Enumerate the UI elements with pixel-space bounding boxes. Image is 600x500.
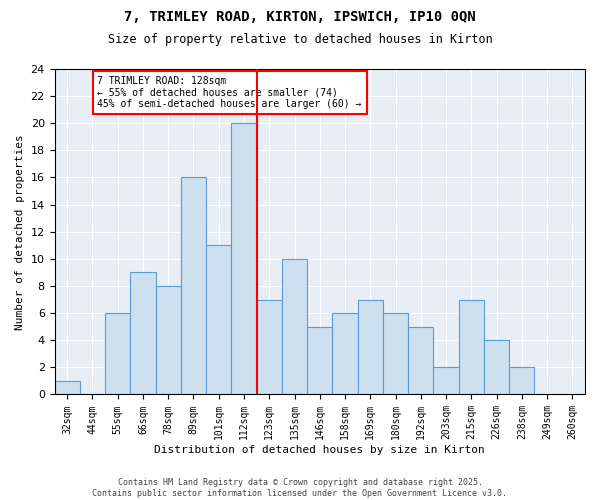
Bar — [155, 286, 181, 395]
Bar — [130, 272, 155, 394]
Bar — [433, 368, 458, 394]
Bar — [232, 123, 257, 394]
Text: Contains HM Land Registry data © Crown copyright and database right 2025.
Contai: Contains HM Land Registry data © Crown c… — [92, 478, 508, 498]
X-axis label: Distribution of detached houses by size in Kirton: Distribution of detached houses by size … — [154, 445, 485, 455]
Bar — [55, 381, 80, 394]
Bar — [332, 313, 358, 394]
Bar — [307, 326, 332, 394]
Bar — [206, 246, 232, 394]
Bar — [105, 313, 130, 394]
Bar — [408, 326, 433, 394]
Bar — [257, 300, 282, 394]
Bar — [458, 300, 484, 394]
Bar — [484, 340, 509, 394]
Y-axis label: Number of detached properties: Number of detached properties — [15, 134, 25, 330]
Bar — [509, 368, 535, 394]
Bar — [282, 259, 307, 394]
Text: Size of property relative to detached houses in Kirton: Size of property relative to detached ho… — [107, 32, 493, 46]
Bar — [181, 178, 206, 394]
Text: 7 TRIMLEY ROAD: 128sqm
← 55% of detached houses are smaller (74)
45% of semi-det: 7 TRIMLEY ROAD: 128sqm ← 55% of detached… — [97, 76, 362, 109]
Bar — [358, 300, 383, 394]
Bar — [383, 313, 408, 394]
Text: 7, TRIMLEY ROAD, KIRTON, IPSWICH, IP10 0QN: 7, TRIMLEY ROAD, KIRTON, IPSWICH, IP10 0… — [124, 10, 476, 24]
